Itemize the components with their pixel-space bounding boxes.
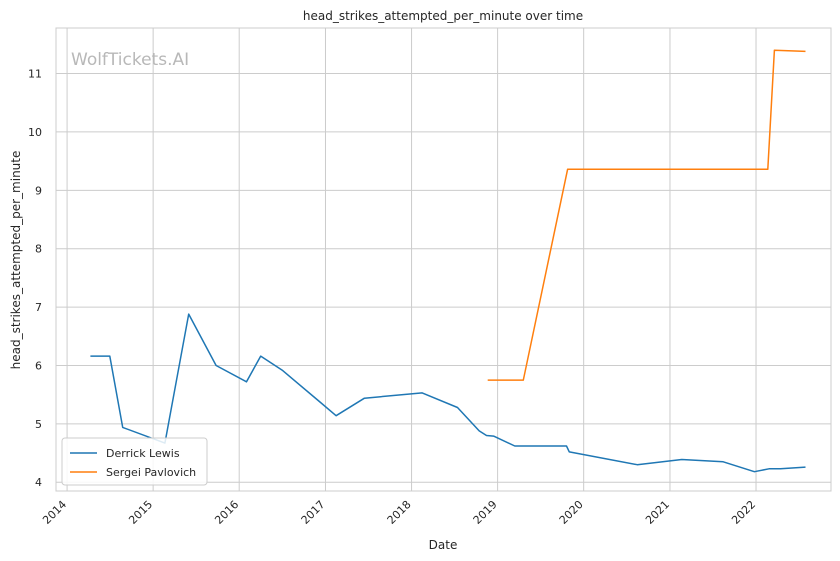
y-tick-label-7: 7 <box>35 301 42 314</box>
chart-title: head_strikes_attempted_per_minute over t… <box>303 9 583 23</box>
y-tick-label-5: 5 <box>35 418 42 431</box>
series-line-derrick-lewis <box>90 313 806 473</box>
y-tick-label-6: 6 <box>35 359 42 372</box>
series-line-sergei-pavlovich <box>487 49 806 381</box>
series-layer <box>90 49 806 473</box>
y-tick-label-8: 8 <box>35 243 42 256</box>
legend-label-derrick-lewis: Derrick Lewis <box>106 447 180 460</box>
y-tick-label-11: 11 <box>28 68 42 81</box>
plot-area <box>55 27 832 492</box>
legend-frame <box>61 437 208 486</box>
x-axis-title: Date <box>429 538 458 552</box>
y-axis-title: head_strikes_attempted_per_minute <box>9 151 23 370</box>
y-tick-label-4: 4 <box>35 476 42 489</box>
watermark: WolfTickets.AI <box>71 50 189 70</box>
legend-label-sergei-pavlovich: Sergei Pavlovich <box>106 466 196 479</box>
legend: Derrick Lewis Sergei Pavlovich <box>61 437 208 486</box>
y-axis: 4 5 6 7 8 9 10 11 <box>28 68 42 490</box>
grid <box>56 28 831 491</box>
y-tick-label-10: 10 <box>28 126 42 139</box>
y-tick-label-9: 9 <box>35 184 42 197</box>
